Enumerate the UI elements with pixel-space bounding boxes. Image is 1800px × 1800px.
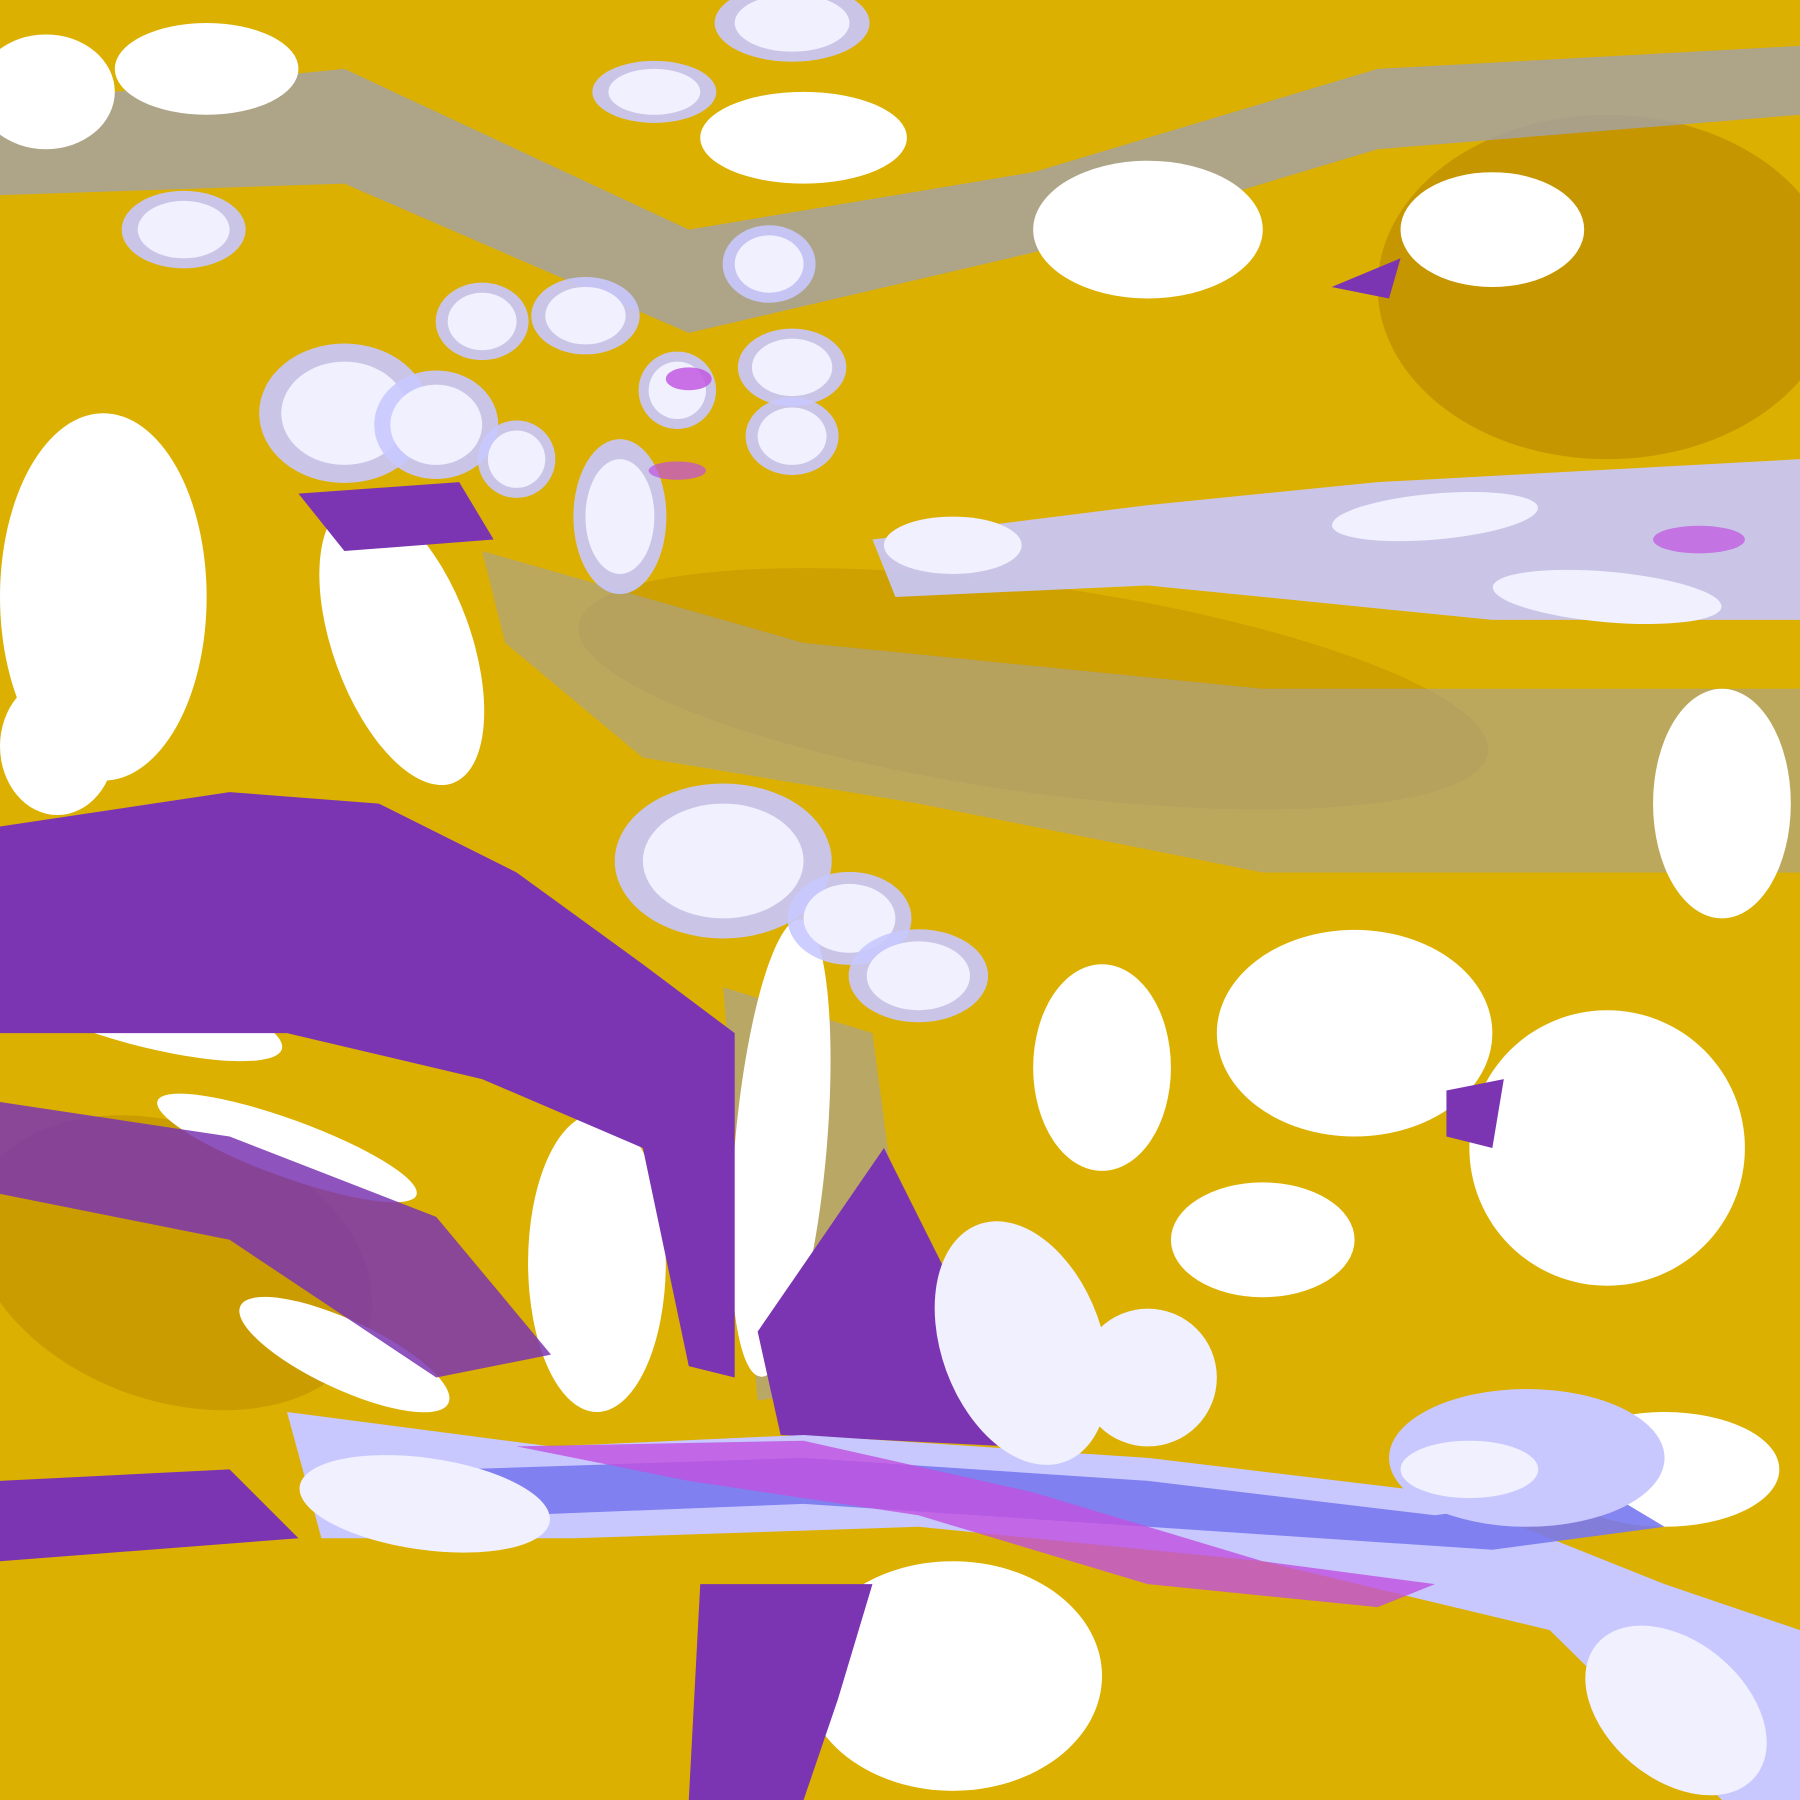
clear-sky-patch (700, 91, 907, 184)
clear-sky-patch (114, 22, 299, 115)
pale-cloud (1492, 569, 1722, 625)
pale-cloud (734, 235, 804, 293)
clear-sky-patch (528, 1113, 666, 1412)
purple-region (0, 1102, 552, 1378)
clear-sky-patch (157, 1093, 417, 1203)
pale-cloud (487, 430, 546, 488)
clear-sky-patch (1033, 964, 1171, 1171)
clear-sky-patch (1216, 929, 1493, 1137)
pale-cloud (390, 384, 483, 465)
pale-cloud (866, 941, 971, 1011)
clear-sky-patch (1400, 172, 1585, 287)
pale-cloud (1400, 1440, 1539, 1499)
purple-region (1331, 258, 1401, 299)
purple-region (0, 1469, 299, 1562)
gray-band (0, 45, 1800, 333)
pale-cloud (934, 1221, 1109, 1465)
pale-cloud (751, 338, 833, 397)
magenta-band (516, 1440, 1435, 1608)
pale-cloud (734, 0, 850, 52)
clear-sky-patch (0, 677, 115, 816)
pale-cloud (803, 883, 896, 953)
magenta-streak (665, 367, 712, 391)
magenta-streak (1653, 525, 1745, 554)
pale-cloud (1585, 1625, 1767, 1796)
clear-sky-patch (319, 500, 485, 786)
purple-region (1446, 1079, 1504, 1148)
pale-cloud (585, 459, 655, 574)
pale-cloud (545, 286, 626, 345)
clear-sky-patch (803, 1561, 1103, 1791)
pale-cloud (883, 516, 1022, 574)
purple-region (298, 482, 494, 552)
clear-sky-patch (1653, 688, 1791, 919)
pale-cloud (447, 292, 517, 351)
clear-sky-patch (0, 34, 115, 150)
pale-cloud (757, 407, 827, 465)
purple-region (688, 1584, 873, 1800)
pale-cloud (299, 1455, 550, 1553)
purple-region (0, 792, 735, 1378)
pale-cloud (642, 803, 804, 919)
gray-band (482, 551, 1800, 873)
pale-cloud (1079, 1308, 1217, 1447)
clear-sky-patch (1469, 1010, 1745, 1286)
pale-cloud (608, 68, 701, 115)
pale-cloud (281, 361, 408, 465)
clear-sky-patch (1033, 160, 1263, 299)
pale-cloud (1332, 492, 1538, 542)
magenta-streak (648, 461, 706, 480)
pale-cloud (137, 200, 230, 259)
clear-sky-patch (1170, 1182, 1355, 1298)
clear-sky-patch (239, 1296, 450, 1413)
